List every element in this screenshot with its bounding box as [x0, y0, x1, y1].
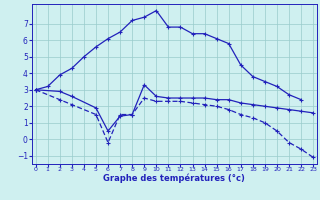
X-axis label: Graphe des températures (°c): Graphe des températures (°c): [103, 174, 245, 183]
